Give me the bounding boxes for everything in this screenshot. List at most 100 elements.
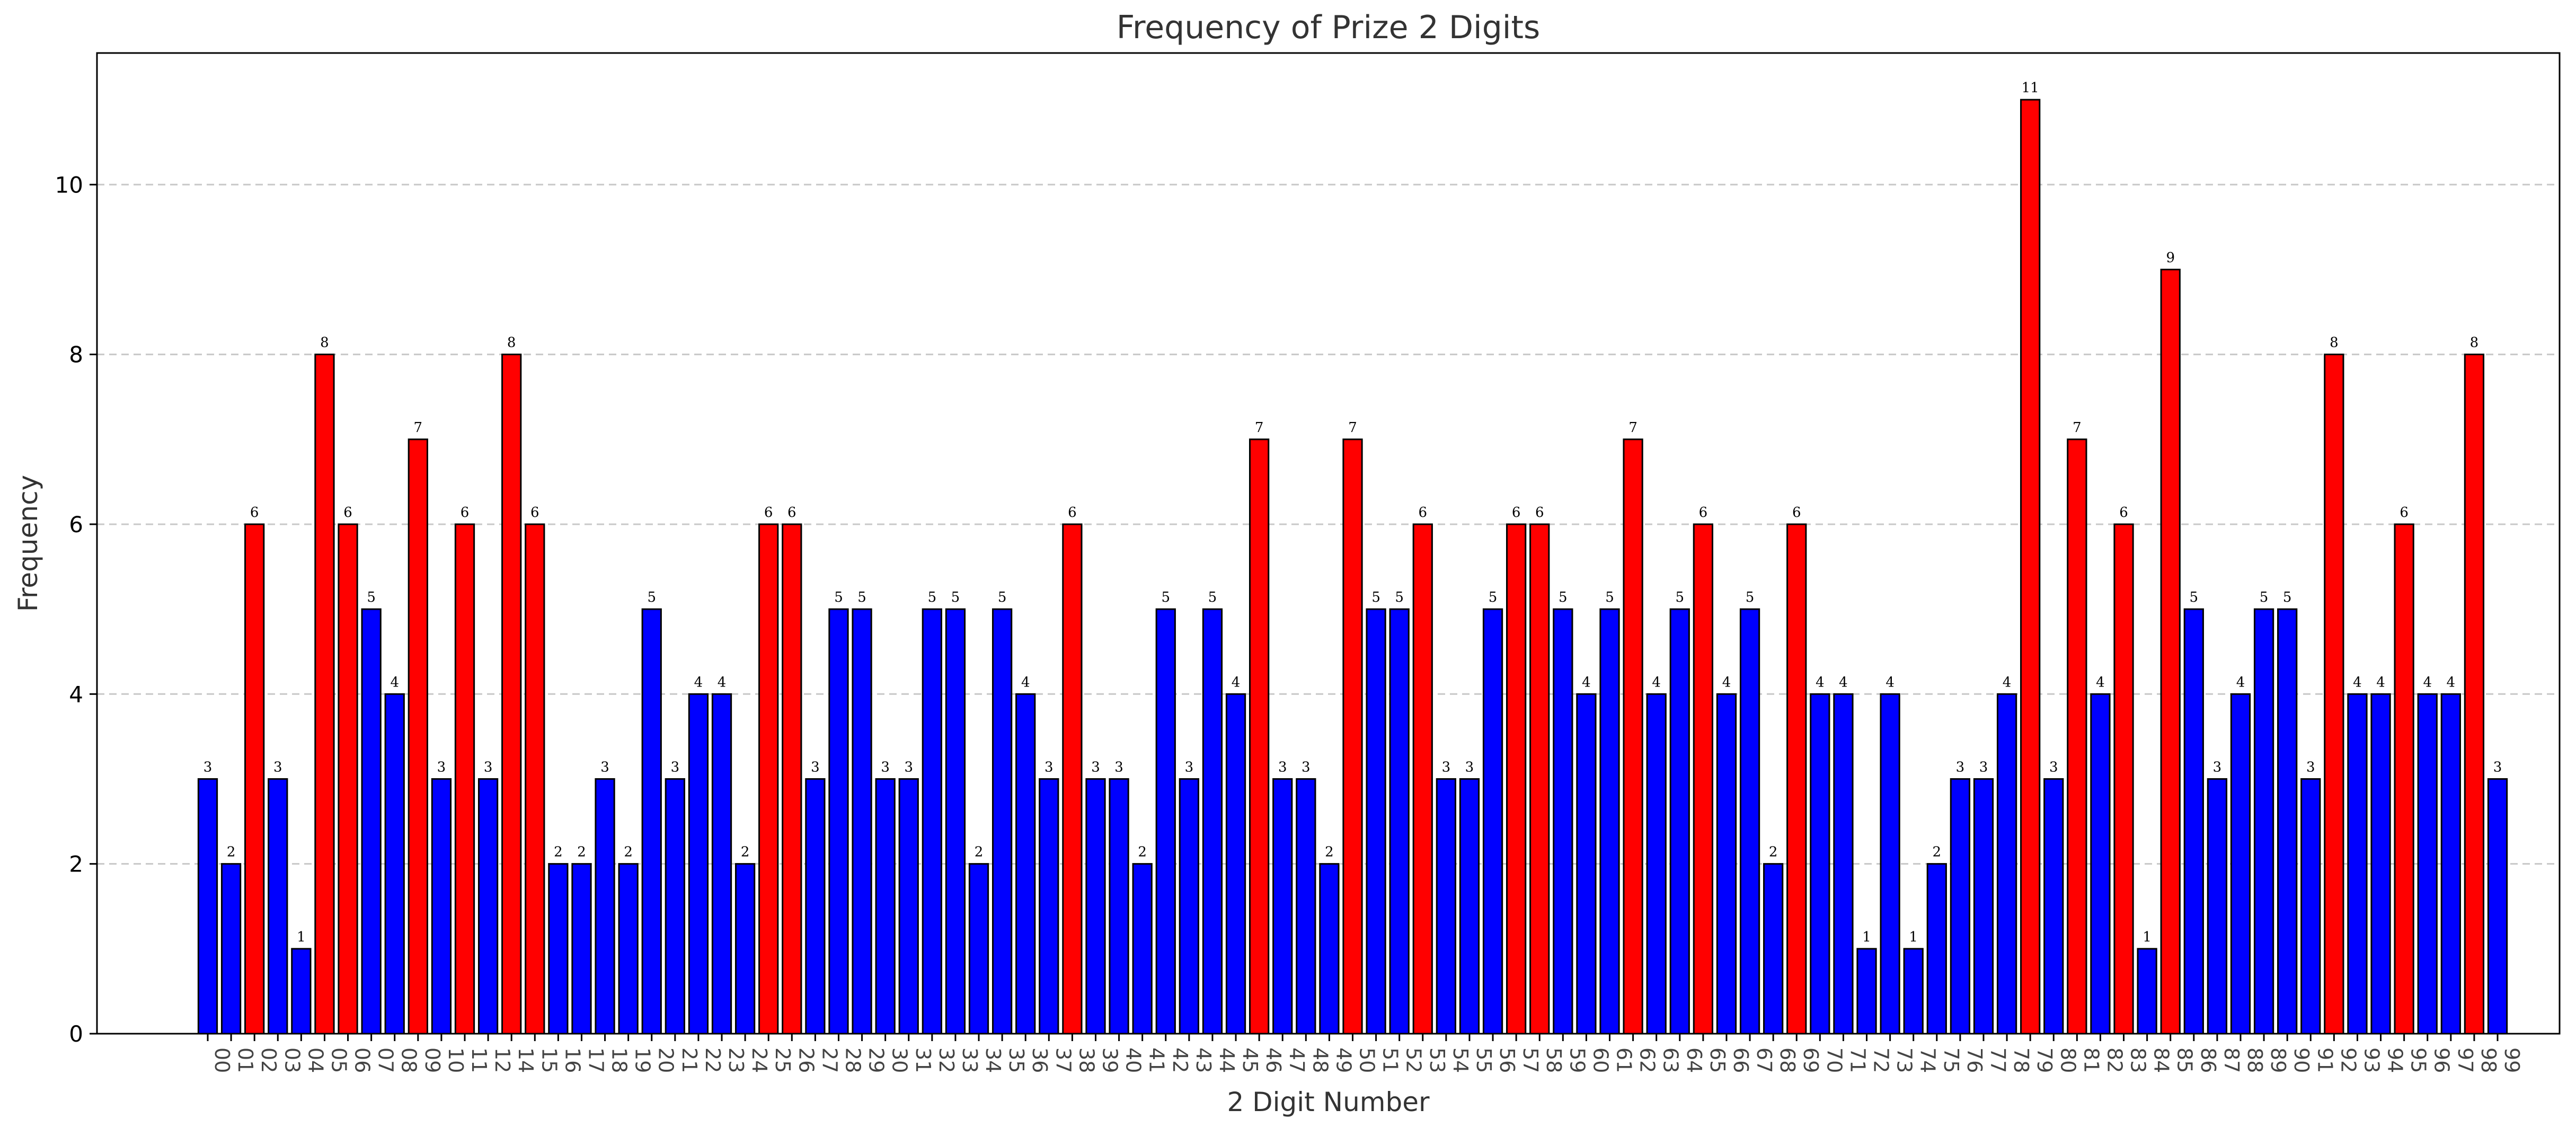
data-label-60: 4 xyxy=(1582,674,1591,690)
data-label-40: 3 xyxy=(1114,759,1123,775)
data-label-90: 5 xyxy=(2283,589,2292,605)
bar-25 xyxy=(758,523,779,1035)
x-tick-label-41: 41 xyxy=(1145,1047,1169,1073)
bar-89 xyxy=(2253,608,2274,1035)
bar-50 xyxy=(1342,438,1363,1035)
bar-92 xyxy=(2324,354,2344,1035)
bar-01 xyxy=(220,863,242,1035)
x-tick-label-76: 76 xyxy=(1963,1047,1986,1073)
bar-41 xyxy=(1132,863,1153,1035)
bar-17 xyxy=(571,863,592,1035)
x-tick-label-66: 66 xyxy=(1729,1047,1752,1073)
bar-00 xyxy=(197,778,218,1035)
x-tick-label-86: 86 xyxy=(2197,1047,2220,1073)
x-tick-label-84: 84 xyxy=(2150,1047,2173,1073)
y-tick-label-0: 0 xyxy=(69,1021,83,1047)
x-tick-label-87: 87 xyxy=(2220,1047,2243,1073)
data-label-22: 4 xyxy=(694,674,703,690)
bar-77 xyxy=(1973,778,1994,1035)
data-label-85: 9 xyxy=(2166,250,2175,266)
data-label-03: 3 xyxy=(273,759,282,775)
data-label-78: 4 xyxy=(2003,674,2012,690)
bar-39 xyxy=(1085,778,1106,1035)
x-tick-label-70: 70 xyxy=(1822,1047,1846,1073)
y-tick-label-8: 8 xyxy=(69,342,83,368)
bar-03 xyxy=(268,778,288,1035)
data-label-68: 2 xyxy=(1769,844,1778,860)
x-tick-label-64: 64 xyxy=(1683,1047,1706,1073)
bar-23 xyxy=(711,693,732,1035)
data-label-01: 2 xyxy=(227,844,236,860)
data-label-45: 4 xyxy=(1232,674,1241,690)
bar-70 xyxy=(1810,693,1830,1035)
data-label-54: 3 xyxy=(1442,759,1451,775)
x-tick-label-05: 05 xyxy=(327,1047,350,1073)
bar-09 xyxy=(408,438,428,1035)
chart-title: Frequency of Prize 2 Digits xyxy=(1117,9,1541,46)
bar-73 xyxy=(1880,693,1900,1035)
bar-04 xyxy=(291,948,312,1035)
x-tick-label-33: 33 xyxy=(958,1047,981,1073)
x-tick-label-51: 51 xyxy=(1379,1047,1402,1073)
bar-38 xyxy=(1062,523,1083,1035)
bar-90 xyxy=(2277,608,2298,1035)
data-label-79: 11 xyxy=(2022,80,2039,96)
data-label-25: 6 xyxy=(764,505,773,521)
bar-06 xyxy=(338,523,358,1035)
bar-36 xyxy=(1015,693,1036,1035)
x-tick-label-85: 85 xyxy=(2173,1047,2197,1073)
data-label-94: 4 xyxy=(2376,674,2385,690)
data-label-70: 4 xyxy=(1816,674,1825,690)
data-label-97: 4 xyxy=(2447,674,2456,690)
data-label-14: 8 xyxy=(507,335,516,351)
bar-94 xyxy=(2370,693,2391,1035)
data-label-81: 7 xyxy=(2073,420,2082,436)
y-tick-label-6: 6 xyxy=(69,512,83,538)
bar-65 xyxy=(1693,523,1714,1035)
bar-86 xyxy=(2183,608,2204,1035)
bar-98 xyxy=(2464,354,2485,1035)
data-label-71: 4 xyxy=(1839,674,1848,690)
data-label-73: 4 xyxy=(1885,674,1895,690)
bar-93 xyxy=(2347,693,2368,1035)
x-tick-label-16: 16 xyxy=(561,1047,584,1073)
data-label-09: 7 xyxy=(414,420,423,436)
bar-18 xyxy=(595,778,615,1035)
x-tick-label-57: 57 xyxy=(1519,1047,1542,1073)
x-tick-label-24: 24 xyxy=(748,1047,771,1073)
data-label-08: 4 xyxy=(390,674,399,690)
x-tick-label-65: 65 xyxy=(1706,1047,1729,1073)
bar-05 xyxy=(314,354,335,1035)
data-label-48: 3 xyxy=(1302,759,1311,775)
data-label-98: 8 xyxy=(2470,335,2479,351)
data-label-41: 2 xyxy=(1138,844,1147,860)
x-tick-label-81: 81 xyxy=(2079,1047,2103,1073)
data-label-58: 6 xyxy=(1535,505,1544,521)
data-label-69: 6 xyxy=(1792,505,1801,521)
bar-85 xyxy=(2160,268,2181,1035)
x-tick-label-56: 56 xyxy=(1495,1047,1519,1073)
x-tick-label-34: 34 xyxy=(981,1047,1005,1073)
x-tick-label-39: 39 xyxy=(1098,1047,1121,1073)
bar-57 xyxy=(1506,523,1527,1035)
data-label-15: 6 xyxy=(530,505,539,521)
x-tick-label-30: 30 xyxy=(888,1047,911,1073)
x-tick-label-17: 17 xyxy=(584,1047,607,1073)
data-label-37: 3 xyxy=(1044,759,1054,775)
x-tick-label-26: 26 xyxy=(794,1047,818,1073)
x-tick-label-02: 02 xyxy=(257,1047,280,1073)
x-tick-label-54: 54 xyxy=(1449,1047,1472,1073)
data-label-62: 7 xyxy=(1628,420,1637,436)
x-tick-label-03: 03 xyxy=(280,1047,304,1073)
x-tick-label-61: 61 xyxy=(1613,1047,1636,1073)
data-label-99: 3 xyxy=(2493,759,2502,775)
x-tick-label-14: 14 xyxy=(514,1047,537,1073)
bar-71 xyxy=(1833,693,1854,1035)
x-tick-label-55: 55 xyxy=(1472,1047,1495,1073)
bar-33 xyxy=(945,608,966,1035)
x-axis-ticks: 00 01 02 03 04 05 06 07 08 09 10 11 12 14 15 16 17 18 19 20… xyxy=(207,1034,2524,1073)
data-label-10: 3 xyxy=(437,759,446,775)
bar-16 xyxy=(548,863,569,1035)
bar-26 xyxy=(782,523,802,1035)
